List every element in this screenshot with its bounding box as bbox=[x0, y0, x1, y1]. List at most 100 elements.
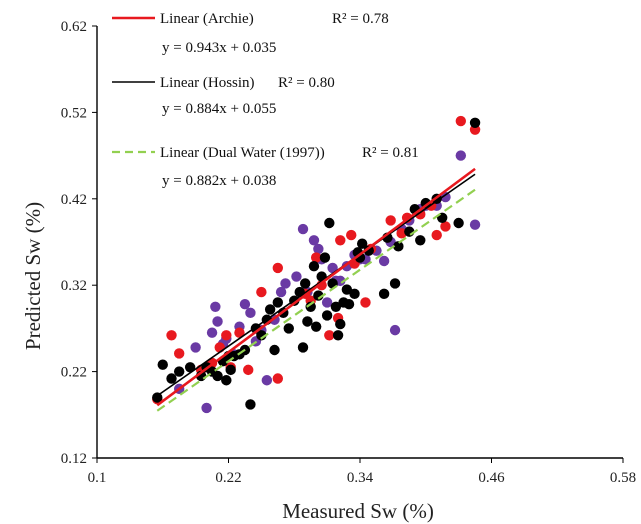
data-point-archie bbox=[234, 327, 245, 338]
y-tick-label: 0.62 bbox=[61, 19, 87, 35]
data-point-hossin bbox=[343, 299, 355, 310]
data-point-hossin bbox=[332, 330, 344, 341]
data-point-dual-water-1997 bbox=[280, 278, 291, 289]
data-point-hossin bbox=[272, 297, 284, 308]
data-point-hossin bbox=[305, 301, 316, 312]
data-point-hossin bbox=[356, 238, 368, 249]
data-point-archie bbox=[310, 252, 322, 263]
data-point-archie bbox=[324, 330, 335, 341]
legend-r2-1: R² = 0.78 bbox=[332, 11, 389, 27]
plot-area: 0.1 0.22 0.34 0.46 0.58 0.12 0.22 0.32 0.42 0.52 0… bbox=[61, 19, 636, 486]
legend: Linear (Archie) R² = 0.78 y = 0.943x + 0.0… bbox=[112, 11, 419, 189]
legend-label-2: Linear (Hossin) bbox=[160, 75, 255, 91]
data-point-dual-water-1997 bbox=[212, 316, 223, 327]
data-point-archie bbox=[166, 330, 177, 341]
data-point-hossin bbox=[269, 344, 280, 356]
y-tick-label: 0.22 bbox=[61, 365, 87, 381]
data-point-hossin bbox=[378, 288, 390, 300]
data-point-hossin bbox=[335, 318, 346, 330]
y-tick-label: 0.42 bbox=[61, 192, 87, 208]
data-point-archie bbox=[360, 297, 371, 308]
data-point-hossin bbox=[349, 288, 360, 300]
data-point-dual-water-1997 bbox=[297, 223, 309, 235]
x-axis-title: Measured Sw (%) bbox=[282, 499, 434, 523]
data-point-hossin bbox=[319, 252, 331, 263]
legend-label-3: Linear (Dual Water (1997)) bbox=[160, 145, 325, 161]
data-point-dual-water-1997 bbox=[210, 301, 221, 312]
data-point-dual-water-1997 bbox=[313, 243, 324, 255]
data-point-archie bbox=[256, 286, 267, 298]
data-point-dual-water-1997 bbox=[206, 327, 218, 338]
legend-equation-3: y = 0.882x + 0.038 bbox=[162, 173, 276, 189]
data-point-dual-water-1997 bbox=[455, 150, 467, 161]
data-point-archie bbox=[455, 115, 467, 127]
legend-r2-2: R² = 0.80 bbox=[278, 75, 335, 91]
data-point-hossin bbox=[415, 235, 426, 246]
data-point-dual-water-1997 bbox=[275, 286, 287, 298]
data-point-dual-water-1997 bbox=[321, 297, 333, 308]
data-point-dual-water-1997 bbox=[291, 271, 302, 282]
data-point-dual-water-1997 bbox=[245, 307, 256, 319]
y-tick-label: 0.52 bbox=[61, 105, 87, 121]
data-point-archie bbox=[385, 215, 396, 226]
trendline-linear-dual-water-1997 bbox=[156, 188, 476, 412]
x-tick-label: 0.22 bbox=[215, 470, 241, 486]
data-point-archie bbox=[346, 229, 357, 241]
data-point-hossin bbox=[221, 375, 232, 386]
data-point-hossin bbox=[302, 316, 313, 327]
data-point-dual-water-1997 bbox=[239, 299, 251, 310]
data-point-hossin bbox=[283, 323, 294, 334]
data-point-archie bbox=[440, 221, 451, 232]
data-point-dual-water-1997 bbox=[389, 324, 401, 336]
axes bbox=[92, 25, 624, 463]
data-point-dual-water-1997 bbox=[378, 255, 390, 267]
data-point-hossin bbox=[420, 197, 431, 209]
x-tick-label: 0.34 bbox=[347, 470, 374, 486]
data-point-dual-water-1997 bbox=[469, 219, 481, 230]
legend-equation-2: y = 0.884x + 0.055 bbox=[162, 101, 276, 117]
data-point-hossin bbox=[310, 321, 322, 332]
trendlines bbox=[156, 167, 476, 412]
tick-labels: 0.1 0.22 0.34 0.46 0.58 0.12 0.22 0.32 0.42 0.52 0… bbox=[61, 19, 636, 486]
data-point-dual-water-1997 bbox=[190, 342, 201, 353]
data-point-dual-water-1997 bbox=[327, 262, 338, 274]
data-point-hossin bbox=[389, 278, 401, 289]
data-point-hossin bbox=[212, 370, 223, 382]
x-tick-label: 0.1 bbox=[88, 470, 107, 486]
x-tick-label: 0.46 bbox=[478, 470, 505, 486]
data-point-dual-water-1997 bbox=[308, 235, 320, 246]
data-point-hossin bbox=[308, 260, 320, 272]
data-point-dual-water-1997 bbox=[261, 375, 273, 386]
data-point-hossin bbox=[256, 330, 267, 341]
data-point-archie bbox=[272, 262, 284, 274]
x-tick-label: 0.58 bbox=[610, 470, 636, 486]
data-point-hossin bbox=[173, 366, 185, 377]
data-point-archie bbox=[214, 342, 225, 353]
data-point-hossin bbox=[363, 245, 374, 256]
data-point-archie bbox=[335, 235, 346, 246]
data-point-dual-water-1997 bbox=[440, 191, 451, 203]
legend-r2-3: R² = 0.81 bbox=[362, 145, 419, 161]
data-point-hossin bbox=[453, 217, 464, 229]
trendline-linear-hossin bbox=[156, 173, 476, 397]
trendline-linear-archie bbox=[156, 167, 476, 407]
data-point-hossin bbox=[297, 342, 309, 353]
data-point-hossin bbox=[184, 362, 196, 373]
data-point-hossin bbox=[469, 117, 481, 128]
data-point-hossin bbox=[157, 359, 168, 370]
y-tick-label: 0.32 bbox=[61, 278, 87, 294]
data-point-archie bbox=[243, 364, 254, 376]
data-point-hossin bbox=[225, 364, 236, 376]
data-point-hossin bbox=[245, 399, 256, 410]
legend-label-1: Linear (Archie) bbox=[160, 11, 254, 27]
data-point-hossin bbox=[264, 304, 276, 315]
data-point-archie bbox=[173, 348, 185, 359]
data-point-hossin bbox=[330, 301, 342, 312]
data-point-archie bbox=[272, 373, 284, 384]
data-point-archie bbox=[431, 229, 442, 241]
data-point-hossin bbox=[321, 310, 333, 321]
data-point-hossin bbox=[166, 373, 177, 384]
y-axis-title: Predicted Sw (%) bbox=[21, 202, 45, 350]
data-point-hossin bbox=[393, 241, 404, 252]
